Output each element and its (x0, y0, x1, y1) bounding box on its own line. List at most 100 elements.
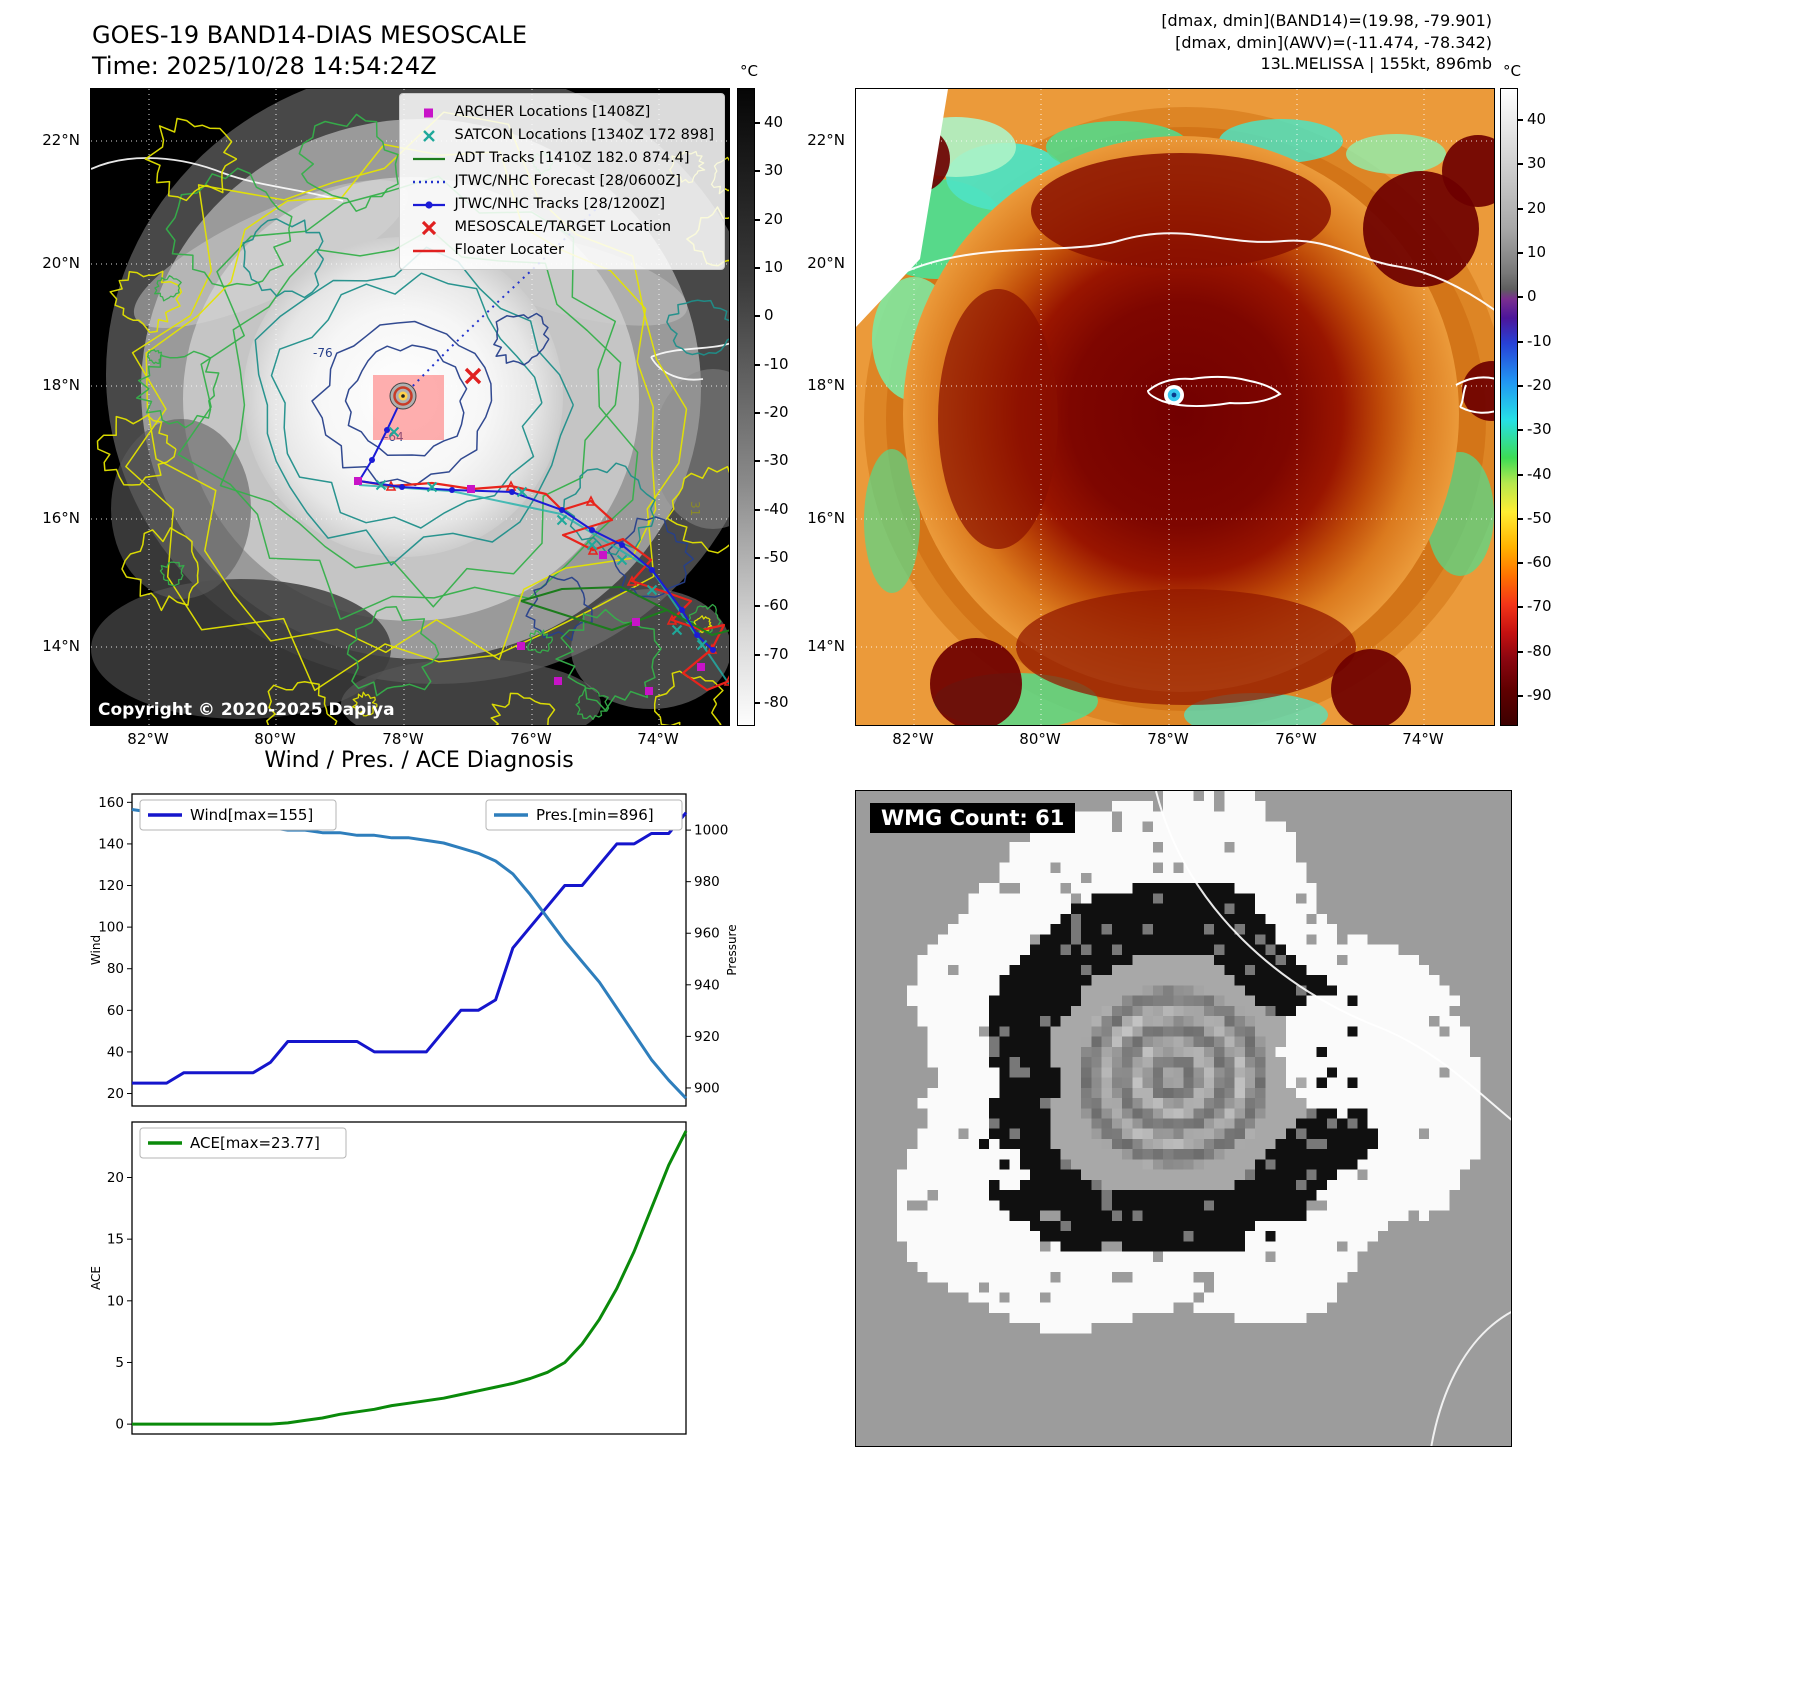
colorbar-tick-mark (755, 605, 760, 608)
wmg-count-label: WMG Count: 61 (870, 803, 1076, 833)
lon-tick-label: 76°W (1275, 730, 1317, 748)
pressure-axis-tick: 900 (694, 1080, 720, 1096)
legend-item: SATCON Locations [1340Z 172 898] (410, 124, 714, 147)
colorbar-tick-mark (755, 411, 760, 414)
colorbar-tick-label: -70 (1527, 597, 1552, 616)
lat-tick-label: 22°N (807, 131, 845, 149)
storm-id-intensity: 13L.MELISSA | 155kt, 896mb (1260, 54, 1492, 74)
legend-item-label: ARCHER Locations [1408Z] (454, 104, 651, 121)
colorbar-tick-mark (1518, 429, 1523, 432)
dmax-dmin-band14: [dmax, dmin](BAND14)=(19.98, -79.901) (1161, 11, 1492, 30)
satellite-time: Time: 2025/10/28 14:54:24Z (92, 51, 437, 80)
pressure-axis-tick: 940 (694, 977, 720, 993)
colorbar-tick-mark (1518, 384, 1523, 387)
colorbar-tick-mark (1518, 562, 1523, 565)
awv-header-block: [dmax, dmin](BAND14)=(19.98, -79.901) [d… (1161, 10, 1492, 75)
contour-label: -76 (313, 346, 333, 360)
awv-colorbar-unit: °C (1503, 62, 1521, 80)
ir-colorbar-unit: °C (740, 62, 758, 80)
ace-axis-tick: 15 (107, 1232, 124, 1248)
wmg-coastlines (1155, 791, 1511, 1446)
colorbar-tick-mark (1518, 606, 1523, 609)
wind-axis-tick: 80 (107, 961, 124, 977)
ir-lon-axis: 82°W 80°W 78°W 76°W 74°W (90, 728, 730, 752)
legend-item: MESOSCALE/TARGET Location (410, 216, 714, 239)
lat-tick-label: 18°N (42, 376, 80, 394)
map-legend: ARCHER Locations [1408Z] SATCON Locations… (398, 93, 725, 270)
lon-tick-label: 80°W (254, 730, 296, 748)
wind-axis-tick: 140 (98, 836, 124, 852)
colorbar-tick-label: -60 (1527, 553, 1552, 572)
colorbar-tick-label: 30 (1527, 154, 1547, 173)
colorbar-tick-label: 10 (764, 257, 784, 276)
colorbar-tick-label: -40 (1527, 464, 1552, 483)
target-x-icon (421, 220, 436, 235)
colorbar-tick-label: 20 (1527, 198, 1547, 217)
ace-axis-label: ACE (89, 1266, 103, 1290)
colorbar-tick-label: -10 (1527, 331, 1552, 350)
lat-tick-label: 16°N (807, 509, 845, 527)
colorbar-tick-label: 40 (764, 112, 784, 131)
colorbar-tick-mark (1518, 695, 1523, 697)
colorbar-tick-mark (1518, 163, 1523, 166)
colorbar-tick-label: -20 (1527, 375, 1552, 394)
lon-tick-label: 74°W (637, 730, 679, 748)
legend-item: ARCHER Locations [1408Z] (410, 101, 714, 124)
awv-satellite-image (856, 89, 1494, 725)
colorbar-tick-label: -10 (764, 354, 789, 373)
colorbar-tick-label: -30 (764, 451, 789, 470)
lon-tick-label: 78°W (1147, 730, 1189, 748)
forecast-dotted-icon (412, 180, 445, 183)
lat-tick-label: 22°N (42, 131, 80, 149)
lat-tick-label: 14°N (42, 637, 80, 655)
panel-ir-title-block: GOES-19 BAND14-DIAS MESOSCALE Time: 2025… (92, 20, 527, 81)
ace-series-line (132, 1130, 688, 1426)
wind-axis-tick: 40 (107, 1044, 124, 1060)
colorbar-tick-label: -50 (764, 547, 789, 566)
ir-satellite-map: -76-6431 ARCHER Locations [1408Z]SATCON … (90, 88, 730, 726)
ace-chart: 0 5 10 15 20 ACE ACE[max=23.77] (89, 1121, 688, 1435)
colorbar-tick-label: -80 (1527, 641, 1552, 660)
legend-item-label: JTWC/NHC Tracks [28/1200Z] (454, 196, 666, 213)
colorbar-tick-mark (755, 170, 760, 173)
colorbar-tick-label: 20 (764, 209, 784, 228)
colorbar-tick-label: 40 (1527, 110, 1547, 128)
colorbar-tick-label: 0 (1527, 287, 1537, 306)
legend-item: ADT Tracks [1410Z 182.0 874.4] (410, 147, 714, 170)
wind-axis-tick: 20 (107, 1086, 124, 1102)
diagnosis-title: Wind / Pres. / ACE Diagnosis (264, 748, 574, 773)
colorbar-tick-mark (1518, 296, 1523, 299)
ir-colorbar (737, 88, 755, 726)
lon-tick-label: 76°W (510, 730, 552, 748)
pressure-axis-tick: 1000 (694, 823, 728, 839)
lat-tick-label: 20°N (42, 254, 80, 272)
legend-item-label: JTWC/NHC Forecast [28/0600Z] (454, 173, 681, 190)
colorbar-tick-mark (755, 701, 760, 704)
colorbar-tick-mark (755, 315, 760, 318)
lat-tick-label: 20°N (807, 254, 845, 272)
colorbar-tick-label: -80 (764, 692, 789, 711)
colorbar-tick-mark (1518, 207, 1523, 210)
colorbar-tick-mark (755, 508, 760, 511)
colorbar-tick-mark (755, 363, 760, 366)
colorbar-tick-mark (1518, 473, 1523, 476)
wind-pressure-chart: 20 40 60 80 100 120 140 160 900 920 940 960 980 1000 W… (89, 793, 739, 1107)
colorbar-tick-label: -70 (764, 644, 789, 663)
pressure-axis-tick: 980 (694, 874, 720, 890)
colorbar-tick-label: -30 (1527, 420, 1552, 439)
colorbar-tick-label: 30 (764, 161, 784, 180)
legend-item: JTWC/NHC Tracks [28/1200Z] (410, 193, 714, 216)
awv-colorbar (1500, 88, 1518, 726)
colorbar-tick-mark (1518, 650, 1523, 653)
satcon-x-icon (422, 129, 435, 142)
floater-line-icon (412, 249, 445, 252)
lat-tick-label: 18°N (807, 376, 845, 394)
colorbar-tick-mark (1518, 119, 1523, 121)
colorbar-tick-label: 0 (764, 306, 774, 325)
lon-tick-label: 74°W (1402, 730, 1444, 748)
lat-tick-label: 14°N (807, 637, 845, 655)
colorbar-tick-mark (755, 653, 760, 656)
colorbar-tick-mark (755, 266, 760, 269)
archer-square-icon (423, 108, 433, 117)
